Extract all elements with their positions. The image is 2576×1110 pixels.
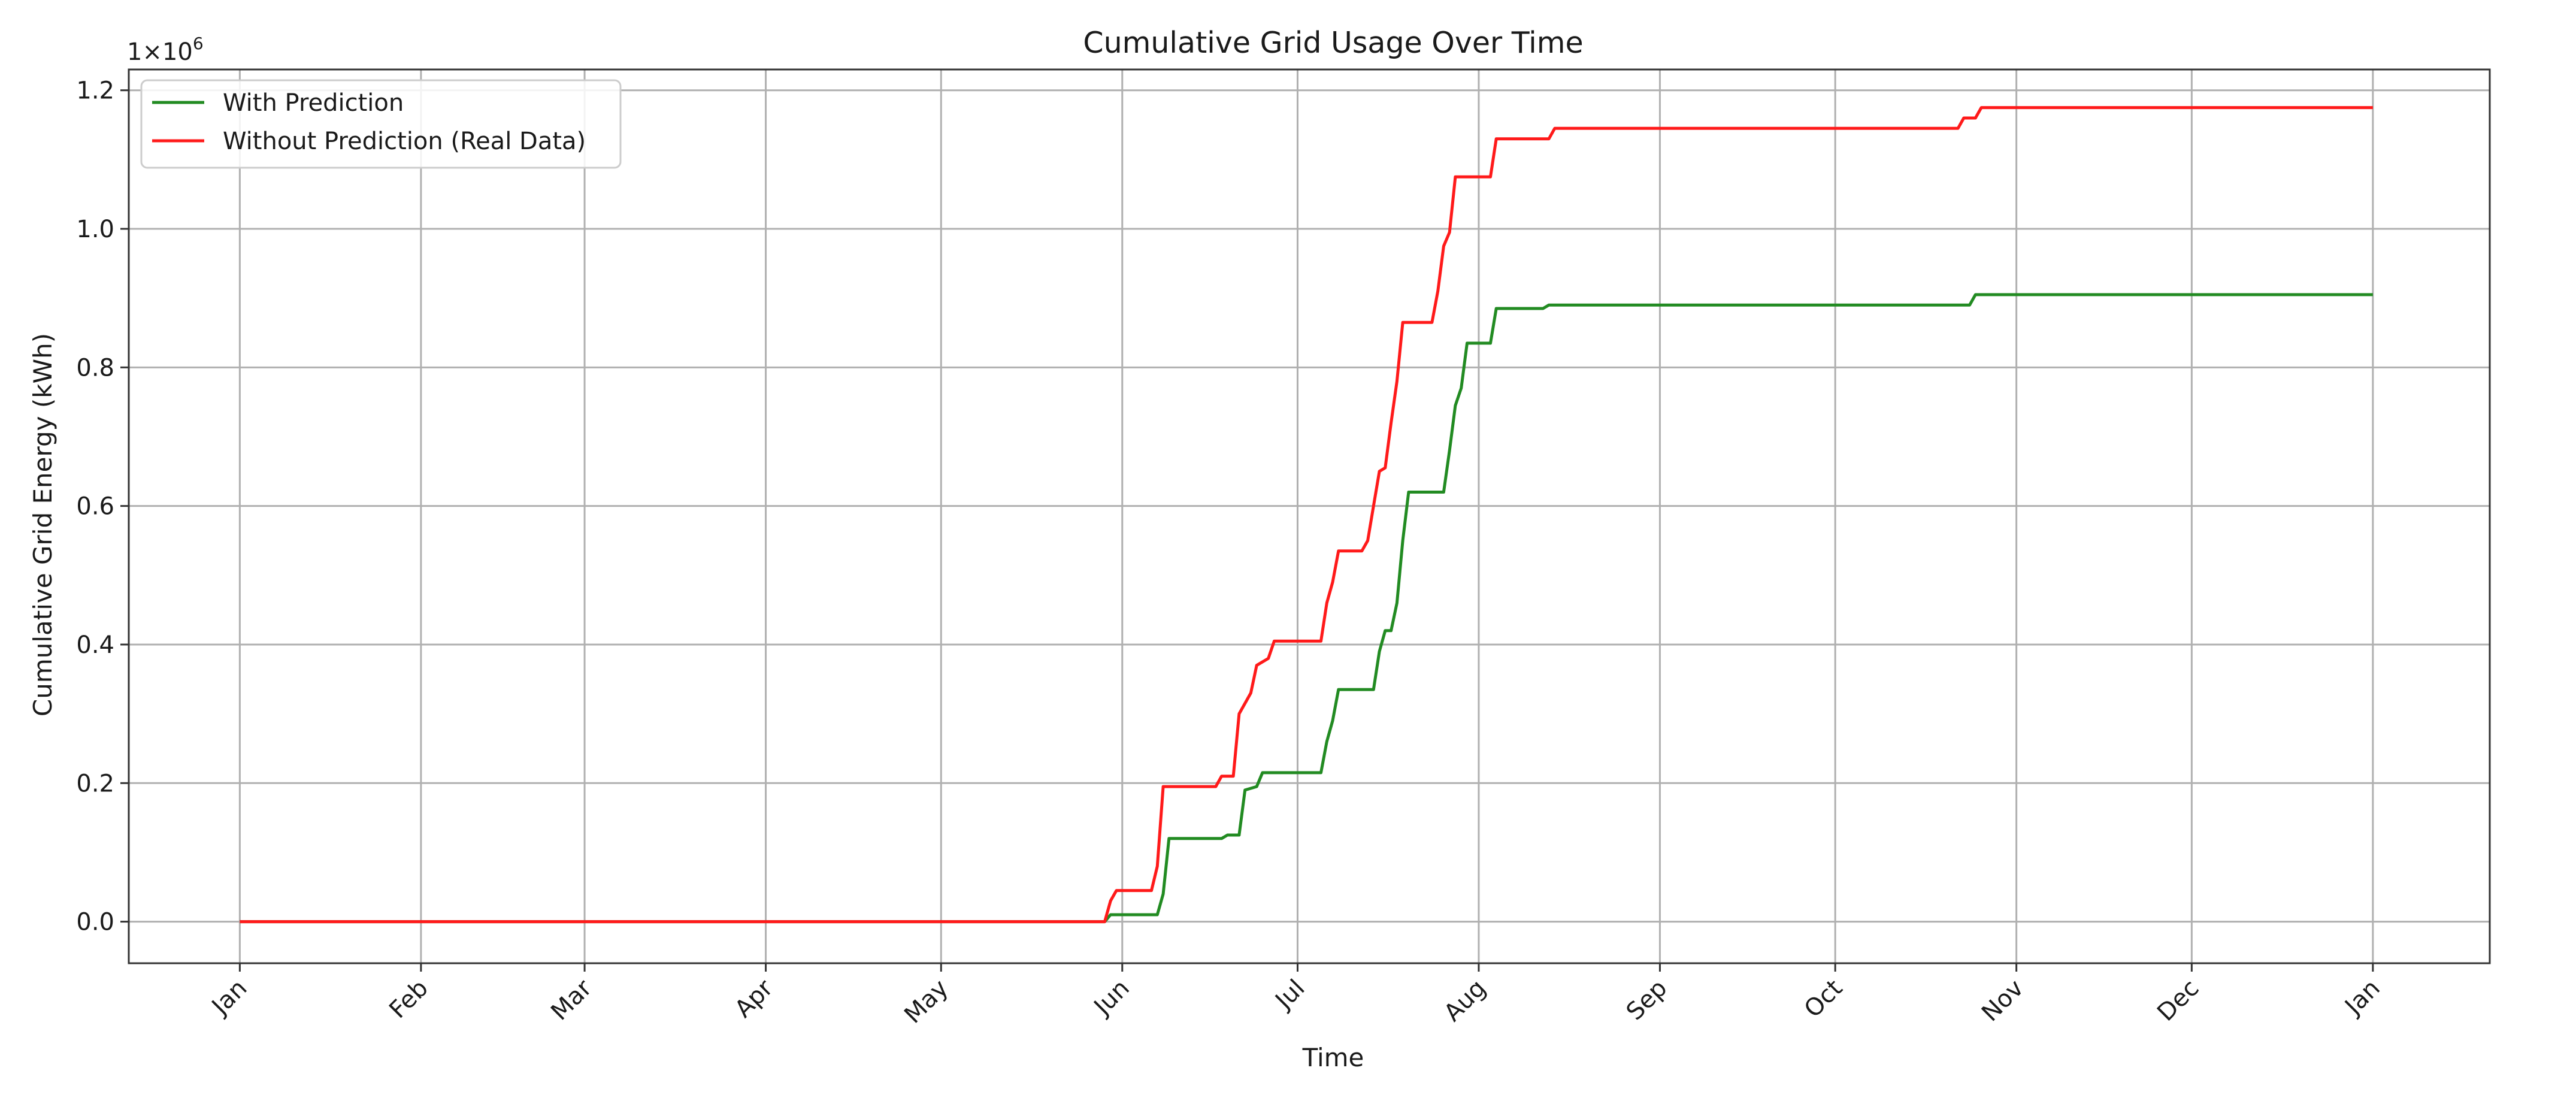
y-tick-label: 0.8 (76, 354, 114, 382)
legend-box (140, 79, 622, 169)
plot-area-frame (128, 68, 2491, 964)
y-tick-label: 1.2 (76, 77, 114, 105)
legend-label-without-prediction: Without Prediction (Real Data) (223, 128, 586, 155)
series-lines (240, 106, 2373, 924)
legend: With Prediction Without Prediction (Real… (140, 79, 622, 169)
grid (129, 69, 2490, 963)
legend-label-with-prediction: With Prediction (223, 89, 404, 117)
x-axis-title: Time (1302, 1043, 1364, 1072)
y-tick-label: 0.0 (76, 909, 114, 936)
chart-title: Cumulative Grid Usage Over Time (1083, 26, 1583, 60)
y-tick-label: 0.2 (76, 770, 114, 797)
y-multiplier: 1×106 (127, 34, 204, 66)
y-tick-label: 0.6 (76, 493, 114, 521)
series-line-without-prediction (240, 106, 2373, 924)
y-tick-label: 1.0 (76, 216, 114, 243)
y-tick-label: 0.4 (76, 631, 114, 659)
y-multiplier-exponent: 6 (193, 34, 204, 53)
series-line-with-prediction (240, 293, 2373, 924)
y-multiplier-base: 1×10 (127, 38, 193, 66)
y-axis-title: Cumulative Grid Energy (kWh) (28, 333, 57, 716)
